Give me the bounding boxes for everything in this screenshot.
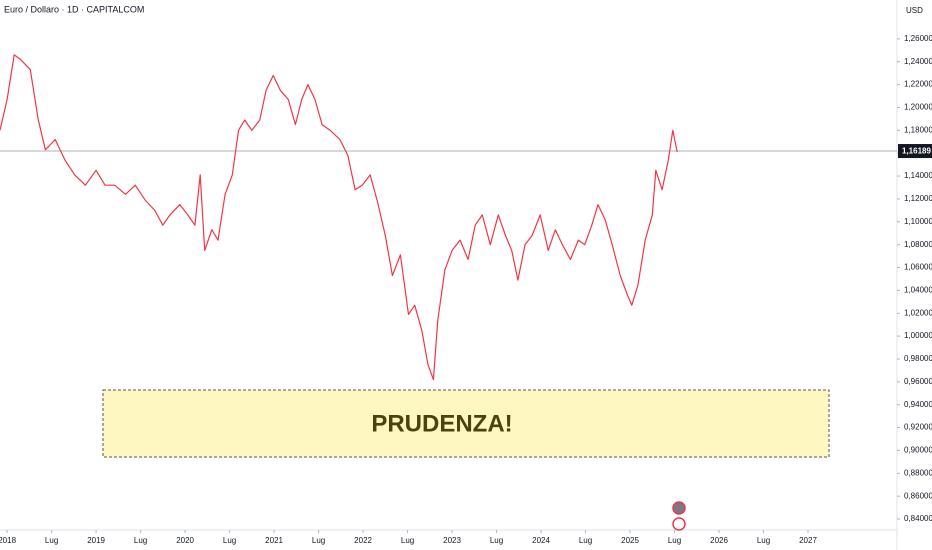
y-tick-label: 0,96000 <box>904 377 932 386</box>
event-icon[interactable] <box>672 501 686 515</box>
y-axis-strip <box>897 0 932 550</box>
event-icon[interactable] <box>672 517 686 531</box>
y-tick-label: 0,92000 <box>904 423 932 432</box>
x-tick-label: Lug <box>312 536 325 545</box>
x-tick-label: 2025 <box>621 536 639 545</box>
y-tick-label: 1,04000 <box>904 285 932 294</box>
x-tick-label: Lug <box>757 536 770 545</box>
x-tick-label: 2024 <box>532 536 550 545</box>
annotation-text: PRUDENZA! <box>371 410 512 437</box>
y-tick-label: 0,90000 <box>904 446 932 455</box>
y-tick-label: 0,94000 <box>904 400 932 409</box>
annotation-box <box>102 389 830 458</box>
x-tick-label: Lug <box>134 536 147 545</box>
y-tick-label: 0,88000 <box>904 468 932 477</box>
x-tick-label: Lug <box>45 536 58 545</box>
y-tick-label: 1,10000 <box>904 217 932 226</box>
x-tick-label: Lug <box>490 536 503 545</box>
chart-title: Euro / Dollaro · 1D · CAPITALCOM <box>4 4 144 14</box>
y-tick-label: 0,86000 <box>904 491 932 500</box>
x-tick-label: 2021 <box>265 536 283 545</box>
y-tick-label: 1,14000 <box>904 171 932 180</box>
price-line <box>0 54 678 381</box>
y-tick-label: 1,22000 <box>904 80 932 89</box>
x-tick-label: Lug <box>579 536 592 545</box>
y-tick-label: 1,02000 <box>904 308 932 317</box>
y-tick-label: 1,24000 <box>904 57 932 66</box>
y-tick-label: 0,98000 <box>904 354 932 363</box>
currency-label: USD <box>906 6 923 15</box>
x-tick-label: Lug <box>668 536 681 545</box>
x-tick-label: 2022 <box>354 536 372 545</box>
y-tick-label: 1,08000 <box>904 240 932 249</box>
y-tick-label: 1,06000 <box>904 263 932 272</box>
y-tick-label: 1,20000 <box>904 103 932 112</box>
x-tick-label: 2023 <box>443 536 461 545</box>
x-tick-label: Lug <box>401 536 414 545</box>
x-tick-label: 2027 <box>799 536 817 545</box>
y-tick-label: 1,12000 <box>904 194 932 203</box>
y-tick-label: 1,18000 <box>904 125 932 134</box>
y-tick-label: 1,26000 <box>904 34 932 43</box>
last-price-label: 1,16189 <box>902 147 931 156</box>
x-tick-label: 2018 <box>0 536 17 545</box>
x-tick-label: Lug <box>223 536 236 545</box>
x-tick-label: 2019 <box>87 536 105 545</box>
y-tick-label: 1,00000 <box>904 331 932 340</box>
x-tick-label: 2020 <box>176 536 194 545</box>
last-price-box <box>898 144 932 159</box>
x-tick-label: 2026 <box>710 536 728 545</box>
y-tick-label: 0,84000 <box>904 514 932 523</box>
